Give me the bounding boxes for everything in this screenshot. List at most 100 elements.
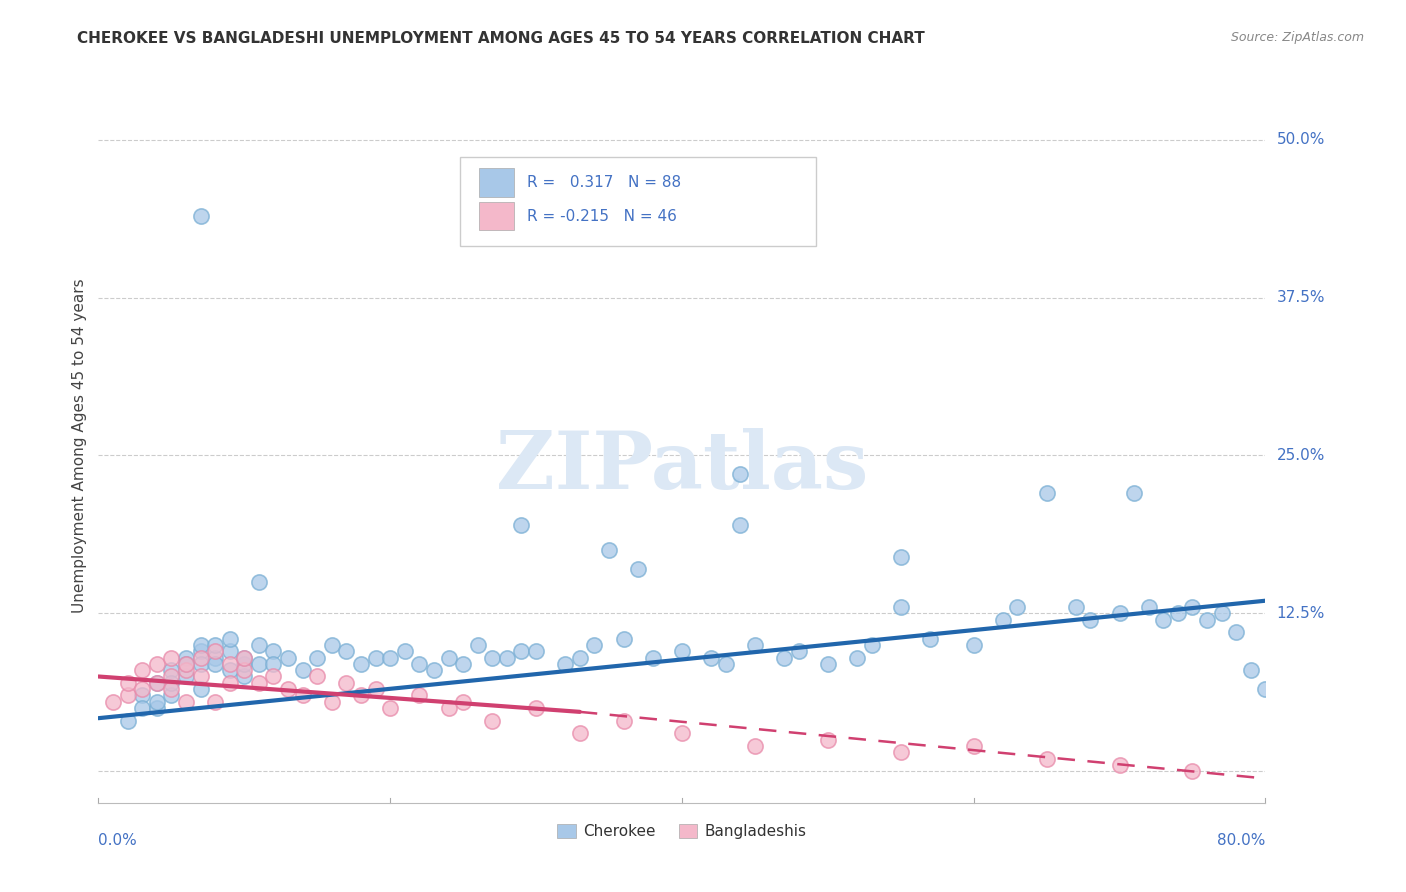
Point bbox=[1123, 486, 1146, 500]
Point bbox=[321, 638, 343, 652]
Point bbox=[1254, 682, 1277, 697]
Point bbox=[364, 650, 387, 665]
Point bbox=[962, 638, 984, 652]
Point bbox=[233, 657, 256, 671]
Y-axis label: Unemployment Among Ages 45 to 54 years: Unemployment Among Ages 45 to 54 years bbox=[72, 278, 87, 614]
Point bbox=[1007, 600, 1029, 615]
Point bbox=[962, 739, 984, 753]
Point bbox=[510, 517, 533, 532]
Point bbox=[860, 638, 883, 652]
Point bbox=[160, 650, 183, 665]
Point bbox=[437, 650, 460, 665]
Point bbox=[204, 695, 226, 709]
Point bbox=[583, 638, 606, 652]
Point bbox=[160, 663, 183, 677]
Point bbox=[291, 689, 314, 703]
Point bbox=[1080, 613, 1102, 627]
Point bbox=[160, 689, 183, 703]
Point bbox=[204, 650, 226, 665]
Point bbox=[524, 644, 547, 658]
Point bbox=[160, 682, 183, 697]
Point bbox=[1108, 607, 1130, 621]
Point bbox=[524, 701, 547, 715]
Text: 0.0%: 0.0% bbox=[98, 833, 138, 848]
Point bbox=[451, 695, 474, 709]
Point bbox=[218, 675, 240, 690]
Point bbox=[467, 638, 489, 652]
Point bbox=[744, 739, 766, 753]
Point bbox=[1152, 613, 1174, 627]
Point bbox=[598, 543, 620, 558]
Point bbox=[307, 669, 329, 683]
Point bbox=[131, 663, 153, 677]
Point bbox=[262, 669, 284, 683]
Point bbox=[730, 517, 752, 532]
Point bbox=[190, 682, 212, 697]
Point bbox=[1195, 613, 1218, 627]
Point bbox=[190, 209, 212, 223]
Point bbox=[1035, 751, 1057, 765]
Point bbox=[846, 650, 869, 665]
Point bbox=[554, 657, 576, 671]
Point bbox=[204, 657, 226, 671]
Text: 80.0%: 80.0% bbox=[1218, 833, 1265, 848]
Point bbox=[131, 682, 153, 697]
Point bbox=[335, 644, 357, 658]
Point bbox=[174, 657, 197, 671]
Point bbox=[190, 638, 212, 652]
Point bbox=[174, 663, 197, 677]
Point bbox=[773, 650, 796, 665]
Point bbox=[568, 726, 591, 740]
Point bbox=[190, 669, 212, 683]
Point bbox=[262, 644, 284, 658]
Point bbox=[262, 657, 284, 671]
Point bbox=[350, 689, 373, 703]
Legend: Cherokee, Bangladeshis: Cherokee, Bangladeshis bbox=[551, 818, 813, 845]
Point bbox=[612, 714, 634, 728]
Point bbox=[174, 695, 197, 709]
Point bbox=[817, 657, 839, 671]
Text: 50.0%: 50.0% bbox=[1277, 132, 1324, 147]
Point bbox=[671, 726, 693, 740]
FancyBboxPatch shape bbox=[460, 157, 815, 246]
Point bbox=[174, 650, 197, 665]
Point bbox=[1035, 486, 1057, 500]
Point bbox=[291, 663, 314, 677]
Point bbox=[890, 600, 912, 615]
Point bbox=[233, 669, 256, 683]
Point bbox=[146, 657, 169, 671]
Point bbox=[204, 638, 226, 652]
Point bbox=[671, 644, 693, 658]
Point bbox=[423, 663, 446, 677]
Point bbox=[380, 701, 402, 715]
Point bbox=[131, 689, 153, 703]
Point bbox=[496, 650, 519, 665]
Point bbox=[190, 644, 212, 658]
Point bbox=[481, 714, 503, 728]
Point bbox=[247, 657, 270, 671]
Point bbox=[218, 657, 240, 671]
Point bbox=[218, 663, 240, 677]
Point bbox=[437, 701, 460, 715]
Point bbox=[787, 644, 810, 658]
Point bbox=[408, 689, 430, 703]
Point bbox=[117, 675, 139, 690]
Point bbox=[307, 650, 329, 665]
Point bbox=[408, 657, 430, 671]
Point bbox=[364, 682, 387, 697]
FancyBboxPatch shape bbox=[479, 202, 513, 230]
Point bbox=[714, 657, 737, 671]
Point bbox=[101, 695, 124, 709]
Point bbox=[117, 714, 139, 728]
Text: 25.0%: 25.0% bbox=[1277, 448, 1324, 463]
Point bbox=[918, 632, 941, 646]
Point bbox=[730, 467, 752, 482]
Text: R =   0.317   N = 88: R = 0.317 N = 88 bbox=[527, 175, 681, 190]
Point bbox=[1167, 607, 1189, 621]
Point bbox=[218, 644, 240, 658]
Point bbox=[991, 613, 1014, 627]
Point bbox=[481, 650, 503, 665]
Point bbox=[146, 695, 169, 709]
Point bbox=[744, 638, 766, 652]
Point bbox=[335, 675, 357, 690]
